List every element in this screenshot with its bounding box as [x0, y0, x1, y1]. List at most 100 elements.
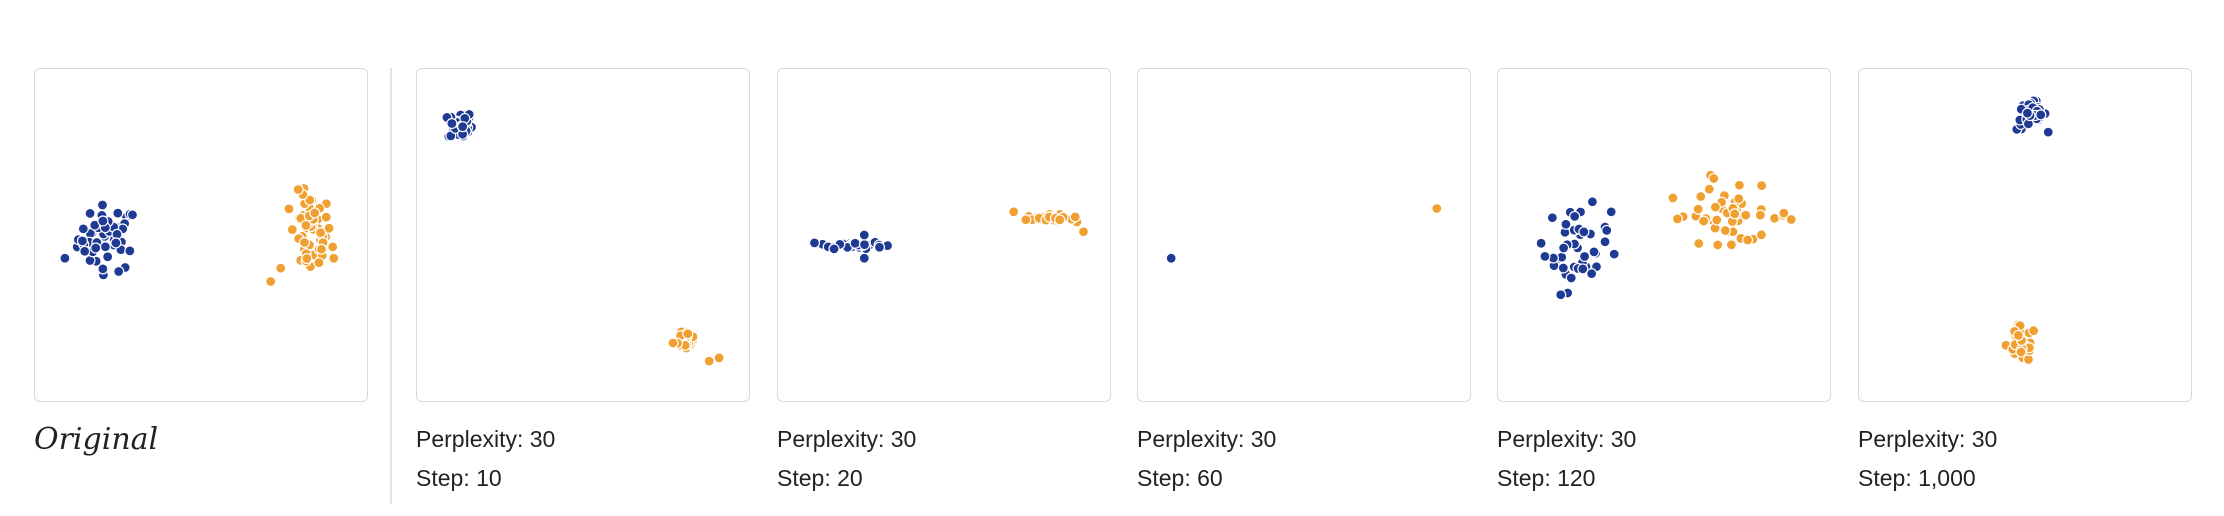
- orange-point: [1703, 183, 1715, 195]
- scatter-step-1000: [2000, 95, 2054, 366]
- orange-point: [292, 184, 304, 196]
- blue-point: [110, 237, 122, 249]
- orange-point: [301, 252, 313, 265]
- orange-point: [2012, 329, 2024, 341]
- orange-point: [1671, 213, 1683, 225]
- orange-point: [1698, 215, 1710, 227]
- caption-perplexity: Perplexity: 30: [777, 426, 917, 452]
- blue-point: [2035, 109, 2047, 121]
- orange-point: [1693, 237, 1705, 250]
- blue-point: [84, 207, 96, 219]
- orange-point: [2022, 353, 2035, 366]
- blue-point: [1605, 206, 1617, 218]
- orange-point: [1712, 239, 1724, 251]
- blue-point: [858, 252, 870, 264]
- caption-step: Step: 120: [1497, 465, 1596, 491]
- orange-point: [1008, 206, 1020, 218]
- orange-point: [286, 224, 298, 236]
- orange-point: [1692, 203, 1704, 215]
- blue-point: [858, 229, 870, 241]
- panel-original: [34, 68, 368, 402]
- orange-point: [1054, 214, 1066, 226]
- orange-point: [2028, 325, 2040, 337]
- orange-point: [327, 241, 339, 253]
- blue-point: [97, 215, 109, 227]
- orange-point: [300, 219, 312, 231]
- blue-point: [849, 237, 861, 249]
- blue-point: [97, 263, 109, 275]
- blue-point: [2042, 126, 2054, 138]
- blue-point: [1539, 250, 1551, 262]
- caption-step: Step: 60: [1137, 465, 1223, 491]
- orange-point: [320, 211, 332, 223]
- orange-point: [1695, 190, 1707, 203]
- blue-point: [457, 121, 469, 133]
- blue-point: [1578, 226, 1590, 238]
- blue-point: [1555, 289, 1567, 301]
- orange-point: [1667, 192, 1679, 204]
- blue-point: [1565, 272, 1577, 284]
- orange-point: [1754, 209, 1766, 221]
- blue-point: [102, 251, 114, 263]
- caption-step-20: Perplexity: 30 Step: 20: [777, 420, 916, 498]
- orange-point: [2015, 346, 2027, 358]
- orange-point: [682, 328, 694, 340]
- orange-point: [1733, 179, 1746, 191]
- blue-point: [79, 245, 91, 257]
- blue-point: [126, 209, 139, 221]
- orange-point: [1740, 209, 1752, 221]
- orange-point: [283, 203, 295, 215]
- orange-point: [1711, 214, 1723, 226]
- orange-point: [713, 352, 725, 364]
- orange-point: [309, 207, 321, 219]
- orange-point: [265, 275, 277, 288]
- caption-perplexity: Perplexity: 30: [1497, 426, 1637, 452]
- caption-step-1000: Perplexity: 30 Step: 1,000: [1858, 420, 1997, 498]
- blue-point: [76, 235, 88, 247]
- blue-point: [1586, 268, 1598, 280]
- blue-point: [96, 199, 109, 211]
- orange-point: [323, 222, 335, 234]
- blue-point: [858, 239, 871, 251]
- blue-point: [1165, 252, 1177, 264]
- orange-point: [1756, 180, 1768, 192]
- orange-point: [1069, 211, 1081, 223]
- blue-point: [124, 245, 136, 257]
- orange-point: [313, 257, 325, 269]
- orange-point: [1709, 201, 1721, 213]
- blue-point: [1588, 246, 1600, 258]
- blue-point: [59, 252, 71, 264]
- blue-point: [90, 242, 102, 254]
- blue-point: [446, 117, 458, 130]
- blue-point: [112, 207, 124, 219]
- caption-perplexity: Perplexity: 30: [1137, 426, 1277, 452]
- caption-perplexity: Perplexity: 30: [416, 426, 556, 452]
- blue-point: [1579, 250, 1591, 263]
- caption-step-60: Perplexity: 30 Step: 60: [1137, 420, 1276, 498]
- orange-point: [667, 337, 679, 349]
- blue-point: [1558, 242, 1570, 254]
- blue-point: [1535, 237, 1547, 249]
- scatter-original: [59, 182, 340, 288]
- caption-step-10: Perplexity: 30 Step: 10: [416, 420, 555, 498]
- panel-step-120: [1497, 68, 1831, 402]
- orange-point: [1431, 202, 1443, 215]
- panel-step-10: [416, 68, 750, 402]
- orange-point: [1020, 214, 1032, 226]
- blue-point: [1560, 218, 1572, 230]
- scatter-step-60: [1165, 202, 1443, 264]
- orange-point: [1785, 213, 1797, 226]
- blue-point: [99, 241, 111, 253]
- blue-point: [1557, 262, 1569, 274]
- orange-point: [1719, 224, 1731, 237]
- blue-point: [1599, 236, 1611, 248]
- orange-point: [1742, 234, 1754, 246]
- scatter-step-20: [808, 206, 1090, 264]
- panel-step-60: [1137, 68, 1471, 402]
- caption-step: Step: 20: [777, 465, 863, 491]
- orange-point: [328, 252, 340, 264]
- scatter-step-120: [1535, 169, 1797, 301]
- blue-point: [2021, 107, 2033, 119]
- blue-point: [873, 241, 886, 253]
- blue-point: [1569, 210, 1581, 222]
